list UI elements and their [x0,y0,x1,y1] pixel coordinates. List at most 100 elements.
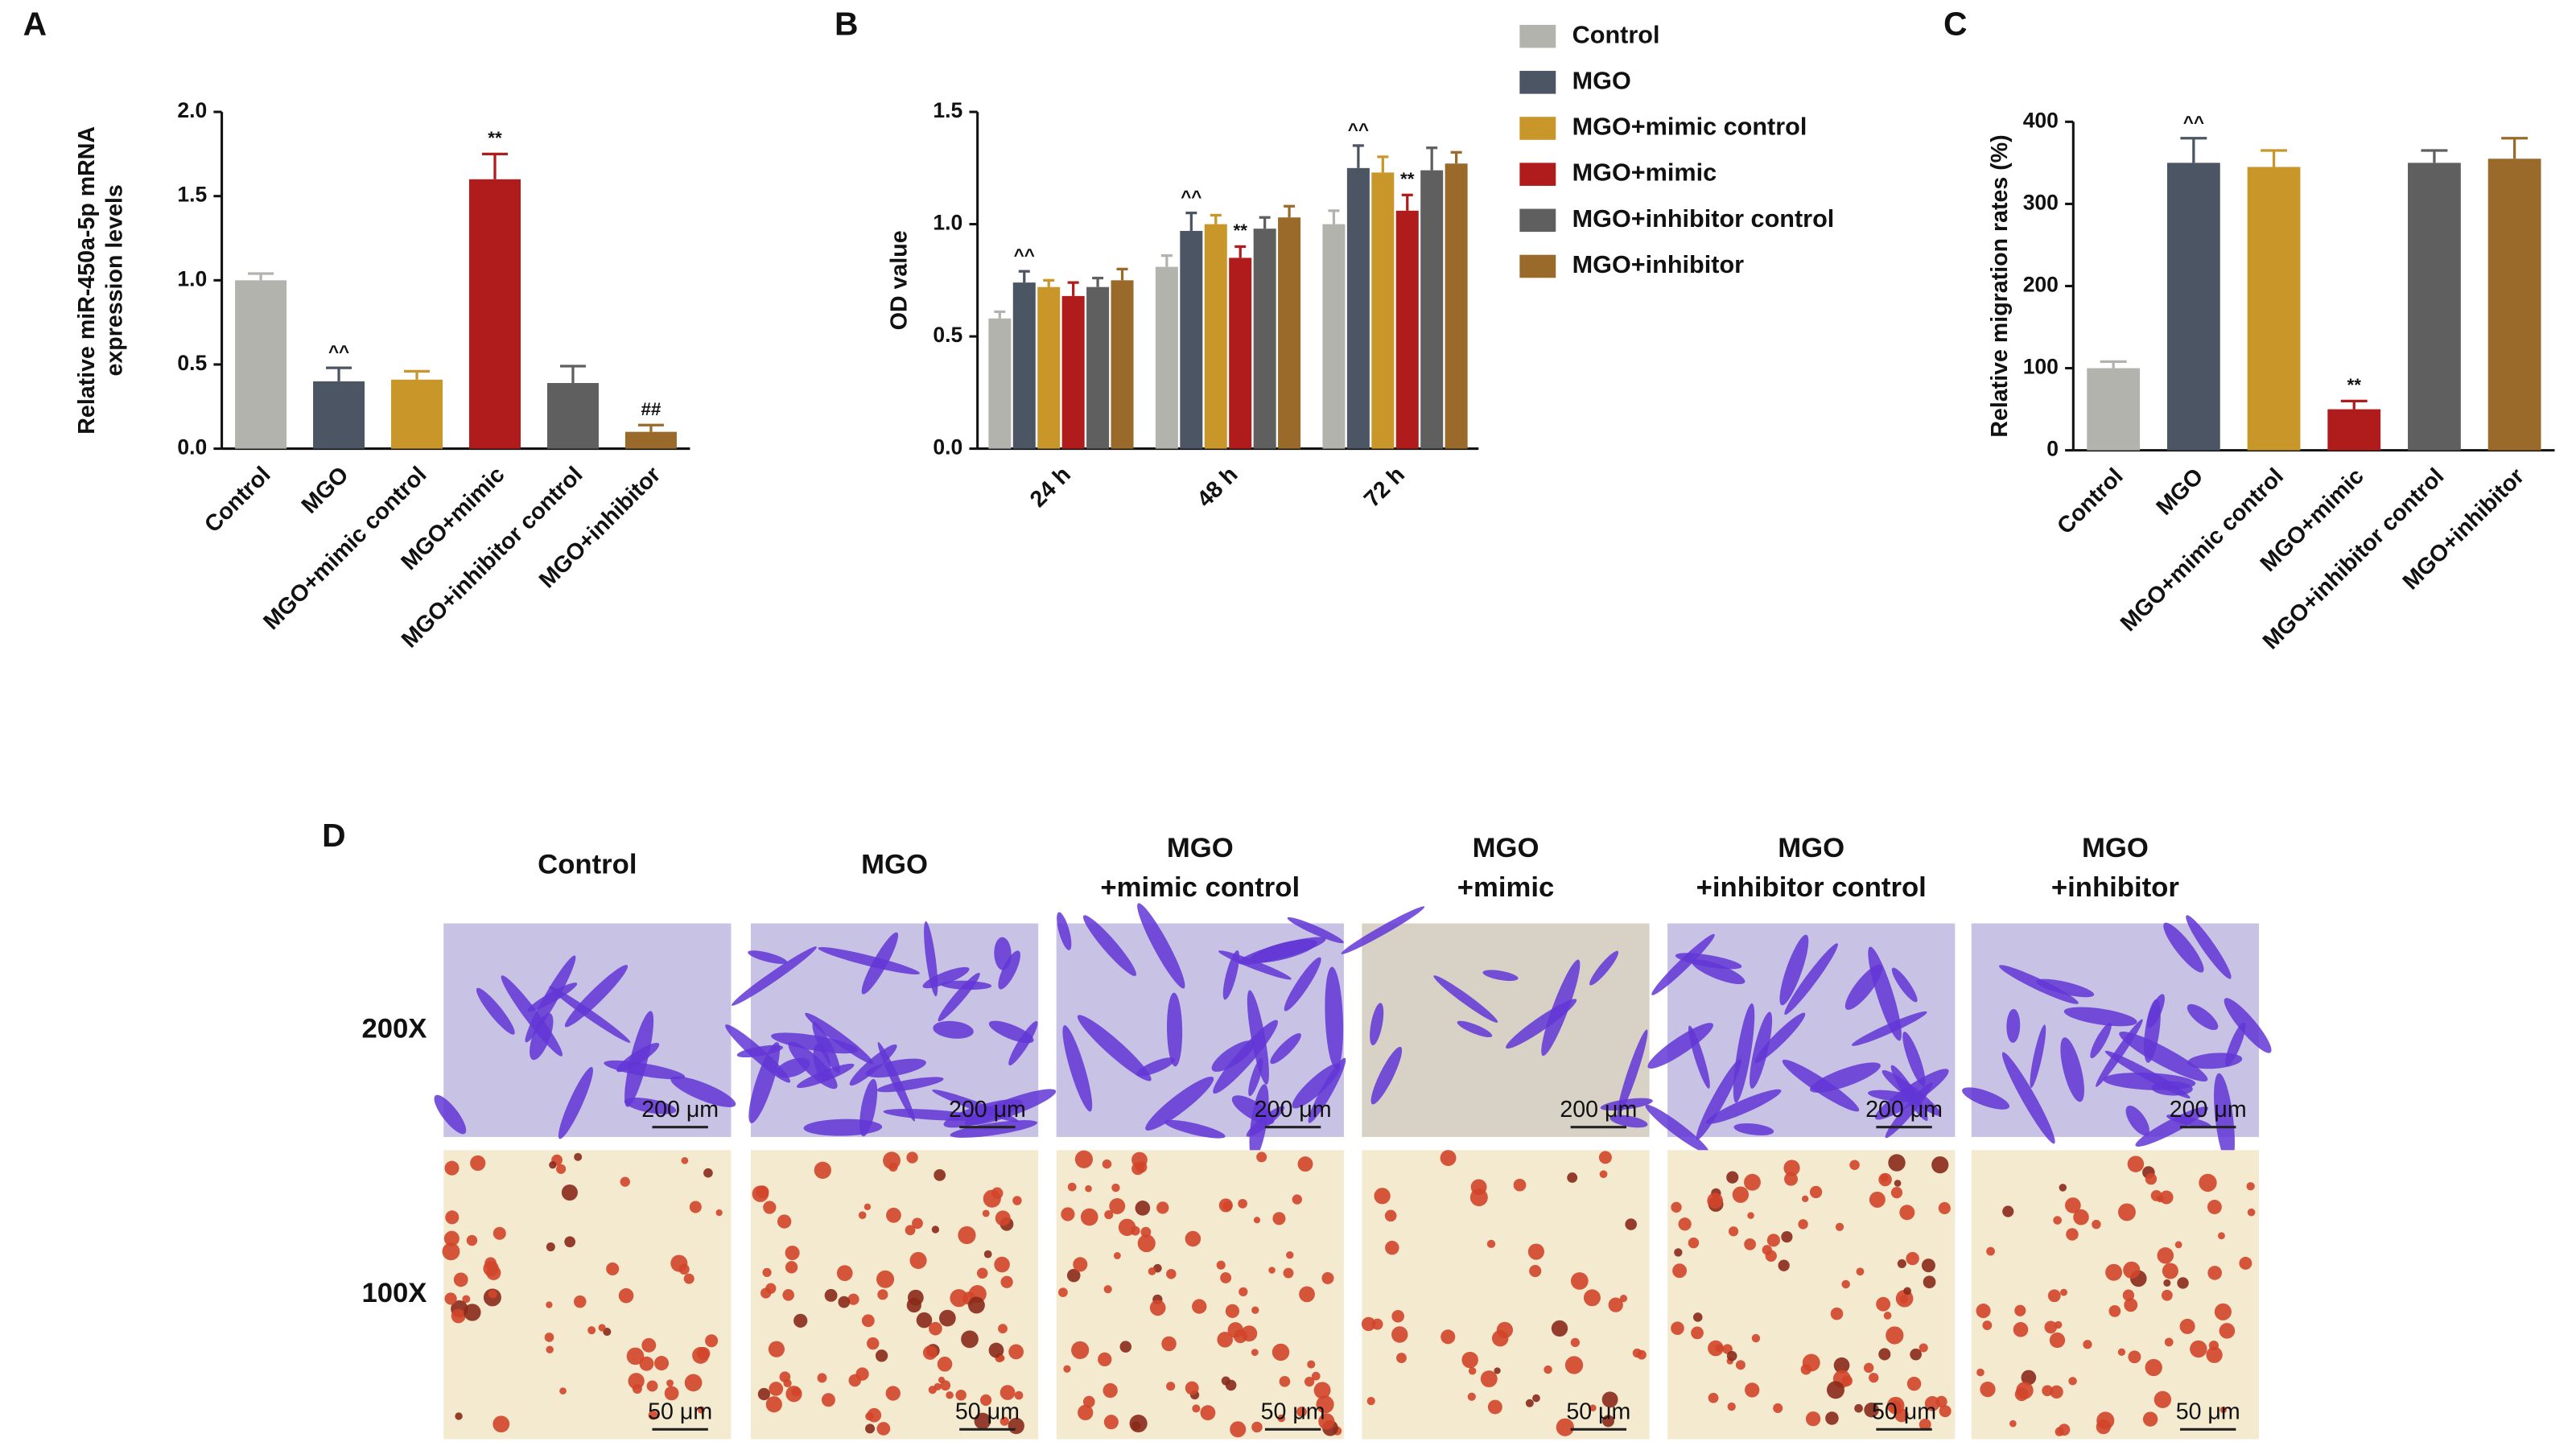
cell [1321,1271,1334,1284]
cell [620,1176,630,1187]
cell [697,1346,711,1361]
micrograph: 50 μm [1056,1150,1344,1440]
cell [922,1345,938,1360]
x-tick-label: 48 h [1192,462,1243,513]
cell [1876,1296,1891,1312]
legend-swatch [1519,24,1556,48]
cell [998,1354,1005,1362]
cell [1525,1399,1534,1407]
cell [1161,1336,1177,1352]
cell [2092,1219,2101,1230]
cell [875,1349,888,1362]
cell [1067,1182,1077,1192]
cell [1708,1340,1724,1357]
cell [1805,1411,1821,1427]
bar [1346,167,1370,449]
cell [1384,1209,1397,1222]
cell [995,1210,1011,1226]
cell [1671,1201,1682,1213]
cell [1103,1285,1112,1294]
cell [549,986,631,1043]
cell [1688,1025,1710,1089]
cell [2174,1241,2182,1249]
cell [1564,1356,1584,1374]
micrograph: 200 μm [725,921,1057,1138]
cell [1487,1399,1502,1415]
cell [1249,1084,1269,1159]
cell [1311,1371,1321,1381]
cell [946,1391,954,1399]
cell [931,1226,940,1234]
cell [1599,1170,1608,1179]
cell [1103,1382,1118,1399]
cell [1113,1252,1121,1259]
bar [1395,210,1419,449]
cell [1924,1396,1940,1411]
cell [765,1396,782,1413]
cell [861,1314,875,1328]
cell [1899,1205,1915,1221]
cell [2050,1385,2063,1399]
cell [1513,1178,1527,1192]
cell [1833,1357,1850,1374]
cell [1251,1349,1259,1357]
cell [2224,998,2272,1053]
cell [1297,1156,1313,1172]
cell [1166,1268,1177,1279]
cell [466,1234,478,1246]
cell [1688,1237,1700,1249]
cell [2246,1182,2255,1191]
cell [1826,1381,1845,1399]
cell [1008,1344,1024,1360]
cell [2002,1205,2014,1217]
micrograph: 50 μm [750,1150,1039,1440]
cell [757,1387,771,1401]
cell [988,1020,1034,1044]
significance-label: ** [2347,375,2361,395]
cell [1391,1326,1408,1343]
cell [805,1012,874,1065]
cell [1385,1240,1399,1255]
cell [641,1337,657,1353]
cell [999,1385,1016,1400]
scale-bar-label: 50 μm [648,1399,712,1424]
cell [1361,1316,1376,1332]
cell [1609,1114,1648,1128]
panel-label: B [835,6,858,43]
cell [2125,1105,2149,1136]
cell [1825,1411,1839,1425]
legend-label: Control [1572,21,1660,48]
cell [1541,959,1581,1057]
bar [1012,282,1036,449]
bar [313,381,365,449]
cell [938,972,980,1022]
column-header: +mimic control [1100,872,1300,903]
significance-label: ** [488,128,502,148]
cell [455,1412,463,1420]
panel-label: A [23,6,47,43]
cell [1567,1172,1578,1183]
cell [2190,1340,2207,1358]
cell [909,1251,927,1269]
cell [1166,1382,1176,1391]
cell [1270,1032,1301,1065]
cell [1098,1352,1112,1366]
cell [1104,1210,1114,1220]
cell [559,1387,567,1395]
cell [1651,933,1715,995]
cell [670,1076,736,1107]
cell [1279,1376,1291,1387]
bar [235,280,287,449]
cell [1647,1023,1713,1069]
legend-swatch [1519,117,1556,140]
cell [525,955,576,1043]
cell [2044,1320,2058,1334]
cell [2179,1318,2195,1334]
cell [1137,1234,1156,1253]
cell [2239,1256,2252,1270]
cell [648,1410,658,1420]
cell [1888,1154,1906,1172]
cell [943,1099,1023,1128]
cell [1230,1421,1247,1438]
cell [2049,1332,2066,1349]
